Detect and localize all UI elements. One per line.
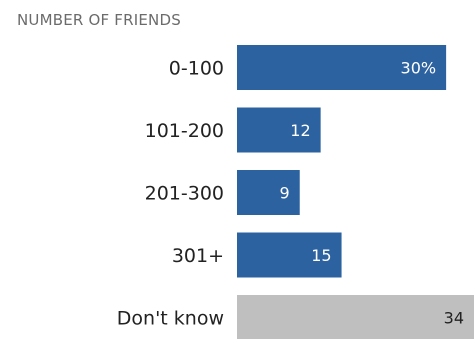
bar-3 (237, 232, 342, 278)
chart-title: NUMBER OF FRIENDS (17, 11, 181, 29)
value-label-3: 15 (311, 246, 331, 265)
category-label-3: 301+ (172, 245, 224, 267)
bar-0 (237, 45, 447, 90)
value-label-1: 12 (290, 121, 310, 140)
bar-4 (237, 295, 474, 339)
category-label-0: 0-100 (169, 58, 224, 80)
category-label-4: Don't know (117, 308, 224, 330)
bars-group: 0-100 30% 101-200 12 201-300 9 301+ 15 Don't kno… (117, 45, 474, 339)
value-label-0: 30% (401, 59, 437, 78)
bar-1 (237, 107, 321, 153)
value-label-2: 9 (280, 184, 290, 203)
category-label-1: 101-200 (145, 120, 224, 142)
value-label-4: 34 (444, 309, 464, 328)
category-label-2: 201-300 (145, 183, 224, 205)
bar-2 (237, 170, 300, 215)
